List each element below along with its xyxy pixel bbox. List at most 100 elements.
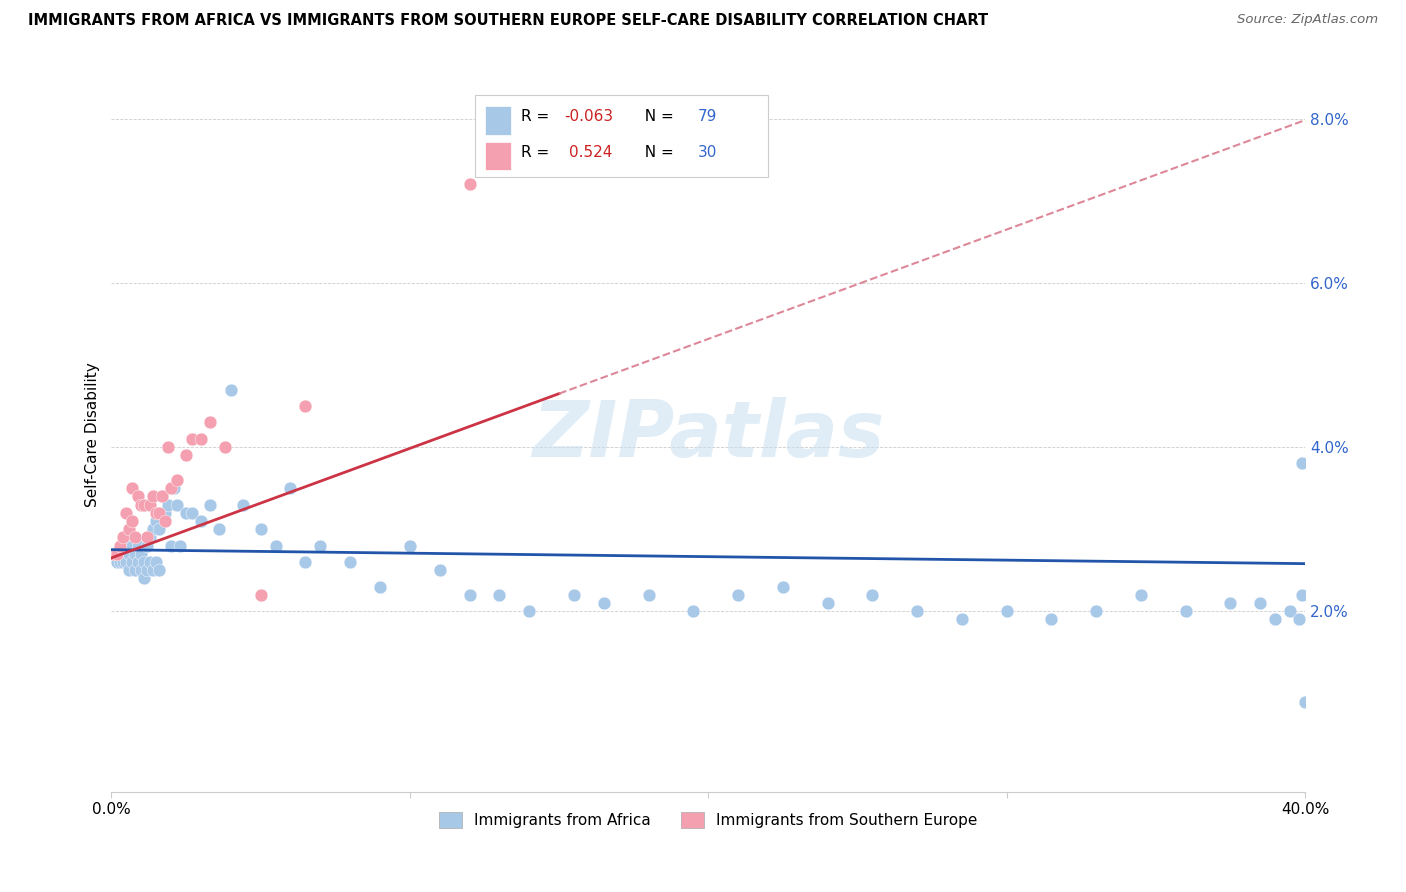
Point [1288,612,1310,626]
Point [294,399,316,413]
Point [124,547,146,561]
Point [1279,604,1302,618]
Point [682,604,704,618]
Point [139,530,162,544]
Text: 30: 30 [697,145,717,160]
FancyBboxPatch shape [475,95,768,178]
Point [727,588,749,602]
Point [136,539,159,553]
Point [772,580,794,594]
Point [157,440,180,454]
Point [219,383,242,397]
Point [129,547,152,561]
Point [112,555,135,569]
Point [105,555,128,569]
Point [817,596,839,610]
Point [163,481,186,495]
FancyBboxPatch shape [485,106,512,135]
Point [115,539,138,553]
Point [166,498,188,512]
Text: -0.063: -0.063 [564,109,613,124]
Point [249,588,271,602]
Text: IMMIGRANTS FROM AFRICA VS IMMIGRANTS FROM SOUTHERN EUROPE SELF-CARE DISABILITY C: IMMIGRANTS FROM AFRICA VS IMMIGRANTS FRO… [28,13,988,29]
Point [112,547,135,561]
Point [150,489,173,503]
Point [166,473,188,487]
Text: N =: N = [636,145,679,160]
Point [121,481,143,495]
Point [1174,604,1197,618]
Text: R =: R = [520,109,554,124]
Point [198,416,221,430]
Point [139,498,162,512]
Text: 79: 79 [697,109,717,124]
Point [1040,612,1063,626]
Point [127,555,149,569]
Point [190,514,212,528]
Point [174,448,197,462]
Point [115,555,138,569]
Point [181,506,204,520]
Point [127,539,149,553]
Point [136,563,159,577]
Point [458,588,481,602]
Point [157,498,180,512]
Point [1129,588,1152,602]
Point [309,539,332,553]
Point [174,506,197,520]
Point [142,522,165,536]
Point [181,432,204,446]
Point [398,539,420,553]
Point [458,178,481,192]
Y-axis label: Self-Care Disability: Self-Care Disability [86,362,100,507]
Point [121,555,143,569]
Point [145,555,167,569]
Point [142,489,165,503]
Point [429,563,451,577]
Point [1291,588,1313,602]
Point [1291,457,1313,471]
Point [637,588,659,602]
Point [148,563,170,577]
Point [118,547,141,561]
Point [160,539,183,553]
Point [105,547,128,561]
Point [294,555,316,569]
Point [264,539,287,553]
Point [129,563,152,577]
Point [153,506,176,520]
Point [198,498,221,512]
Point [110,555,132,569]
Point [950,612,973,626]
Point [488,588,510,602]
Point [905,604,928,618]
Point [148,506,170,520]
Point [129,498,152,512]
Point [1219,596,1241,610]
Point [160,481,183,495]
Point [124,563,146,577]
Point [150,489,173,503]
Point [145,514,167,528]
Text: R =: R = [520,145,558,160]
Point [214,440,236,454]
Point [562,588,585,602]
Point [110,547,132,561]
Point [118,522,141,536]
Point [995,604,1018,618]
Text: N =: N = [636,109,679,124]
Point [121,514,143,528]
FancyBboxPatch shape [485,142,512,170]
Point [103,547,125,561]
Point [339,555,361,569]
Point [139,555,162,569]
Point [142,563,165,577]
Text: Source: ZipAtlas.com: Source: ZipAtlas.com [1237,13,1378,27]
Point [368,580,391,594]
Point [249,522,271,536]
Point [280,481,302,495]
Point [1085,604,1108,618]
Point [134,498,156,512]
Point [148,522,170,536]
Point [115,506,138,520]
